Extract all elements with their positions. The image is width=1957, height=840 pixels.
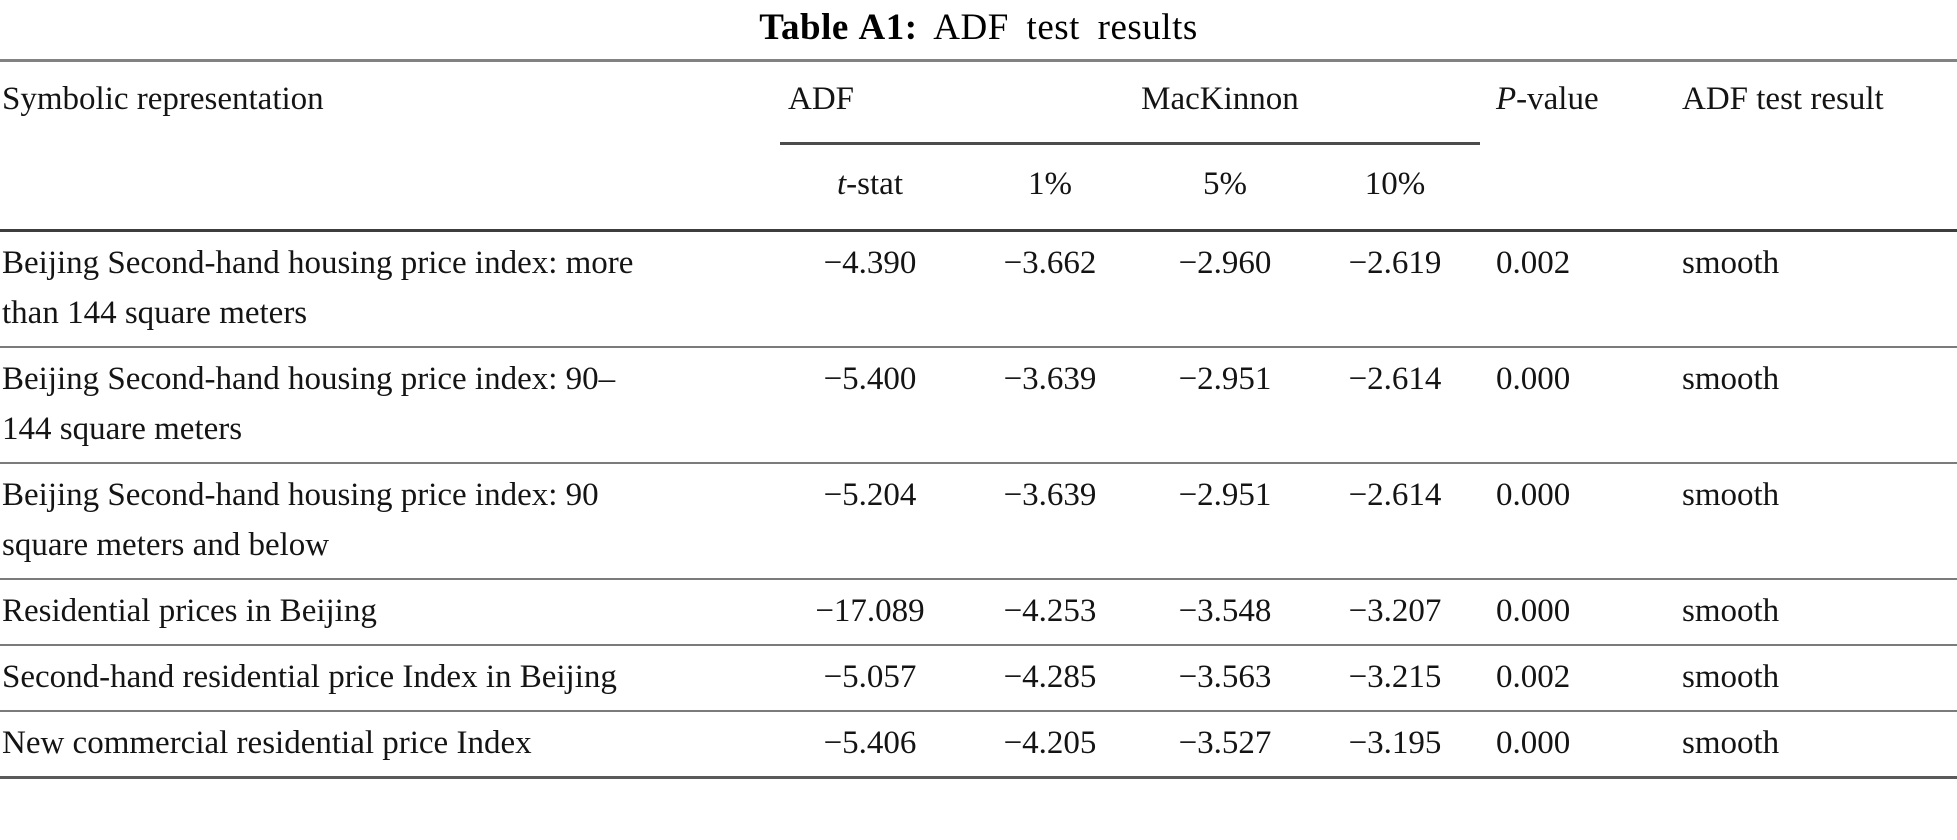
- cell-pvalue: 0.002: [1480, 230, 1660, 348]
- cell-crit-10pct: −3.215: [1310, 645, 1480, 712]
- col-header-adf: ADF: [780, 59, 960, 145]
- cell-crit-1pct: −4.205: [960, 711, 1140, 779]
- series-name: New commercial residential price Index: [2, 725, 532, 761]
- cell-tstat: −5.400: [780, 347, 960, 464]
- cell-symbolic: Residential prices in Beijing: [0, 579, 780, 646]
- col-header-10pct: 10%: [1310, 143, 1480, 232]
- cell-tstat: −5.057: [780, 645, 960, 712]
- cell-crit-10pct: −2.614: [1310, 463, 1480, 580]
- cell-symbolic: Beijing Second-hand housing price index:…: [0, 463, 780, 580]
- table-caption-text: ADF test results: [933, 7, 1198, 48]
- cell-result: smooth: [1660, 347, 1957, 464]
- cell-crit-1pct: −4.253: [960, 579, 1140, 646]
- table-row: Beijing Second-hand housing price index:…: [0, 347, 1957, 464]
- header-row-groups: Symbolic representation ADF MacKinnon P-…: [0, 59, 1957, 232]
- pvalue-italic-p: P: [1496, 81, 1517, 117]
- cell-result: smooth: [1660, 579, 1957, 646]
- cell-crit-1pct: −3.639: [960, 463, 1140, 580]
- col-header-1pct: 1%: [960, 143, 1140, 232]
- cell-tstat: −5.204: [780, 463, 960, 580]
- cell-crit-1pct: −3.662: [960, 230, 1140, 348]
- cell-crit-10pct: −2.619: [1310, 230, 1480, 348]
- table-row: Beijing Second-hand housing price index:…: [0, 463, 1957, 580]
- cell-result: smooth: [1660, 645, 1957, 712]
- cell-crit-10pct: −3.195: [1310, 711, 1480, 779]
- cell-crit-1pct: −4.285: [960, 645, 1140, 712]
- cell-crit-5pct: −3.563: [1140, 645, 1310, 712]
- cell-pvalue: 0.000: [1480, 579, 1660, 646]
- cell-result: smooth: [1660, 230, 1957, 348]
- table-caption-label: Table A1:: [759, 7, 918, 48]
- table-caption: Table A1: ADF test results: [0, 6, 1957, 49]
- col-header-tstat: t-stat: [780, 143, 960, 232]
- paper-page: Table A1: ADF test results Symbolic repr…: [0, 6, 1957, 779]
- col-header-symbolic: Symbolic representation: [0, 59, 780, 232]
- series-name: Beijing Second-hand housing price index:…: [2, 477, 599, 563]
- cell-pvalue: 0.000: [1480, 347, 1660, 464]
- series-name: Residential prices in Beijing: [2, 593, 377, 629]
- cell-crit-5pct: −2.951: [1140, 463, 1310, 580]
- col-header-adf-test-result: ADF test result: [1660, 59, 1957, 232]
- tstat-suffix: -stat: [846, 166, 903, 202]
- cell-tstat: −4.390: [780, 230, 960, 348]
- series-name: Beijing Second-hand housing price index:…: [2, 361, 616, 447]
- cell-crit-5pct: −2.960: [1140, 230, 1310, 348]
- adf-results-table: Symbolic representation ADF MacKinnon P-…: [0, 59, 1957, 779]
- cell-symbolic: Beijing Second-hand housing price index:…: [0, 230, 780, 348]
- col-header-5pct: 5%: [1140, 143, 1310, 232]
- header-row-sub: t-stat 1% 5% 10%: [0, 143, 1957, 232]
- cell-result: smooth: [1660, 711, 1957, 779]
- cell-crit-5pct: −3.548: [1140, 579, 1310, 646]
- table-row: Second-hand residential price Index in B…: [0, 645, 1957, 712]
- table-row: Beijing Second-hand housing price index:…: [0, 230, 1957, 348]
- cell-tstat: −17.089: [780, 579, 960, 646]
- cell-crit-10pct: −3.207: [1310, 579, 1480, 646]
- table-row: New commercial residential price Index −…: [0, 711, 1957, 779]
- cell-pvalue: 0.000: [1480, 711, 1660, 779]
- cell-crit-5pct: −3.527: [1140, 711, 1310, 779]
- col-header-mackinnon: MacKinnon: [960, 59, 1480, 145]
- cell-symbolic: Beijing Second-hand housing price index:…: [0, 347, 780, 464]
- tstat-italic-t: t: [837, 166, 847, 202]
- cell-pvalue: 0.002: [1480, 645, 1660, 712]
- cell-pvalue: 0.000: [1480, 463, 1660, 580]
- cell-crit-10pct: −2.614: [1310, 347, 1480, 464]
- series-name: Beijing Second-hand housing price index:…: [2, 245, 634, 331]
- table-row: Residential prices in Beijing −17.089 −4…: [0, 579, 1957, 646]
- cell-tstat: −5.406: [780, 711, 960, 779]
- cell-crit-1pct: −3.639: [960, 347, 1140, 464]
- pvalue-suffix: -value: [1516, 81, 1599, 117]
- cell-result: smooth: [1660, 463, 1957, 580]
- cell-symbolic: New commercial residential price Index: [0, 711, 780, 779]
- cell-symbolic: Second-hand residential price Index in B…: [0, 645, 780, 712]
- col-header-pvalue: P-value: [1480, 59, 1660, 232]
- series-name: Second-hand residential price Index in B…: [2, 659, 617, 695]
- cell-crit-5pct: −2.951: [1140, 347, 1310, 464]
